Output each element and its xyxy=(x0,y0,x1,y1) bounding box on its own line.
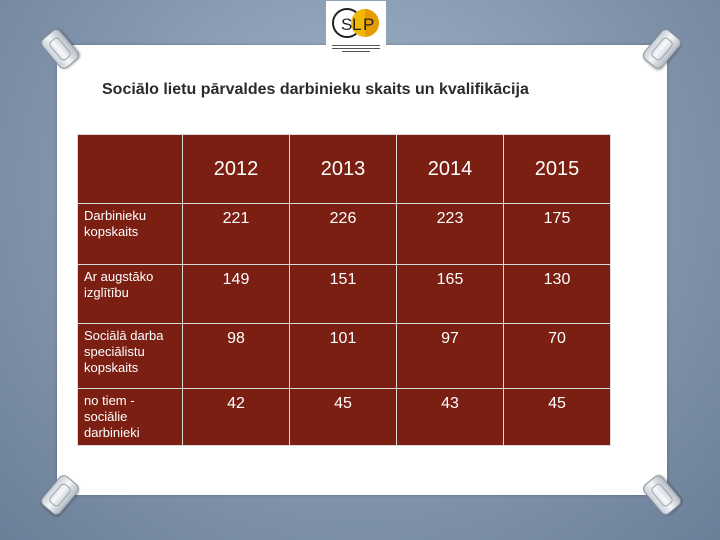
table-cell: 42 xyxy=(183,389,290,446)
logo: S L P xyxy=(326,1,386,59)
table-cell: 101 xyxy=(290,324,397,389)
row-label: Ar augstāko izglītību xyxy=(78,265,183,324)
table-cell: 226 xyxy=(290,204,397,265)
column-header: 2012 xyxy=(183,135,290,204)
table-cell: 175 xyxy=(504,204,611,265)
table-cell: 43 xyxy=(397,389,504,446)
row-label: Sociālā darba speciālistu kopskaits xyxy=(78,324,183,389)
table-corner-cell xyxy=(78,135,183,204)
table-cell: 130 xyxy=(504,265,611,324)
table-row: Sociālā darba speciālistu kopskaits 98 1… xyxy=(78,324,611,389)
table-cell: 98 xyxy=(183,324,290,389)
table-cell: 165 xyxy=(397,265,504,324)
table-cell: 70 xyxy=(504,324,611,389)
row-label: Darbinieku kopskaits xyxy=(78,204,183,265)
table-cell: 221 xyxy=(183,204,290,265)
table-row: no tiem - sociālie darbinieki 42 45 43 4… xyxy=(78,389,611,446)
page-title: Sociālo lietu pārvaldes darbinieku skait… xyxy=(102,81,622,99)
staff-table: 2012 2013 2014 2015 Darbinieku kopskaits… xyxy=(77,134,611,446)
slp-logo-icon: S L P xyxy=(332,3,380,43)
logo-letter-p: P xyxy=(363,15,374,34)
column-header: 2013 xyxy=(290,135,397,204)
table-row: Ar augstāko izglītību 149 151 165 130 xyxy=(78,265,611,324)
table-cell: 223 xyxy=(397,204,504,265)
column-header: 2014 xyxy=(397,135,504,204)
table-cell: 45 xyxy=(504,389,611,446)
row-label: no tiem - sociālie darbinieki xyxy=(78,389,183,446)
logo-letter-l: L xyxy=(352,15,361,34)
column-header: 2015 xyxy=(504,135,611,204)
table-header-row: 2012 2013 2014 2015 xyxy=(78,135,611,204)
table-cell: 151 xyxy=(290,265,397,324)
logo-caption xyxy=(328,43,384,57)
logo-letter-s: S xyxy=(341,15,352,34)
table-cell: 97 xyxy=(397,324,504,389)
table-row: Darbinieku kopskaits 221 226 223 175 xyxy=(78,204,611,265)
table-cell: 45 xyxy=(290,389,397,446)
table-cell: 149 xyxy=(183,265,290,324)
